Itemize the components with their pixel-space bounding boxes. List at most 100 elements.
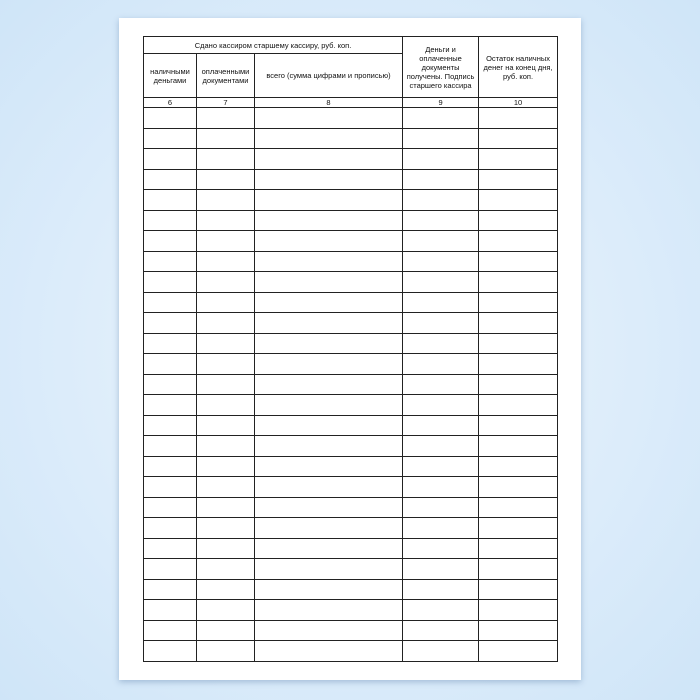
table-cell [143,558,197,580]
table-row [143,127,559,149]
table-cell [402,353,480,375]
table-cell [143,578,197,600]
table-cell [143,517,197,539]
table-cell [478,578,559,600]
table-cell [196,640,255,662]
table-cell [478,168,559,190]
table-row [143,168,559,190]
table-cell [143,230,197,252]
header-cash: наличными деньгами [143,53,197,98]
table-cell [478,414,559,436]
table-cell [143,271,197,293]
table-cell [196,558,255,580]
table-cell [196,394,255,416]
table-cell [143,537,197,559]
table-cell [196,517,255,539]
table-row [143,353,559,375]
table-cell [196,537,255,559]
table-cell [402,230,480,252]
header-balance: Остаток наличных денег на конец дня, руб… [478,36,559,98]
table-cell [143,435,197,457]
table-row [143,291,559,313]
table-cell [402,394,480,416]
table-cell [253,414,404,436]
table-row [143,414,559,436]
table-cell [478,107,559,129]
table-cell [196,271,255,293]
table-row [143,394,559,416]
table-row [143,271,559,293]
table-cell [143,373,197,395]
table-row [143,476,559,498]
table-cell [402,599,480,621]
table-cell [253,476,404,498]
table-cell [478,148,559,170]
table-cell [478,599,559,621]
table-cell [402,332,480,354]
col-number: 9 [402,97,480,108]
table-cell [402,291,480,313]
cash-book-table: Сдано кассиром старшему кассиру, руб. ко… [142,36,559,662]
table-cell [196,230,255,252]
table-cell [478,619,559,641]
table-cell [196,107,255,129]
table-cell [143,107,197,129]
table-row [143,107,559,129]
table-cell [253,168,404,190]
document-page: Сдано кассиром старшему кассиру, руб. ко… [119,18,581,680]
col-number: 7 [196,97,255,108]
table-cell [402,189,480,211]
table-cell [478,332,559,354]
group-header: Сдано кассиром старшему кассиру, руб. ко… [142,36,404,54]
header-docs: оплаченными документами [196,53,255,98]
col-number: 10 [478,97,559,108]
table-cell [196,599,255,621]
table-cell [478,312,559,334]
table-row [143,189,559,211]
table-cell [478,127,559,149]
table-cell [478,455,559,477]
table-cell [402,537,480,559]
table-cell [402,107,480,129]
table-cell [143,619,197,641]
table-cell [402,168,480,190]
table-cell [478,353,559,375]
table-cell [402,517,480,539]
table-cell [253,558,404,580]
table-cell [253,353,404,375]
table-cell [143,250,197,272]
table-cell [253,394,404,416]
table-cell [478,476,559,498]
table-cell [143,455,197,477]
table-cell [196,250,255,272]
table-cell [402,435,480,457]
table-cell [253,107,404,129]
table-cell [253,435,404,457]
table-cell [143,496,197,518]
table-cell [196,435,255,457]
table-cell [253,537,404,559]
table-cell [196,148,255,170]
table-row [143,640,559,662]
table-cell [253,312,404,334]
table-cell [253,517,404,539]
table-cell [402,127,480,149]
table-cell [402,271,480,293]
table-cell [478,209,559,231]
header-money-received: Деньги и оплаченные документы получены. … [402,36,480,98]
table-row [143,312,559,334]
table-cell [196,168,255,190]
table-cell [402,578,480,600]
table-cell [478,558,559,580]
table-cell [478,537,559,559]
table-cell [143,394,197,416]
table-cell [196,332,255,354]
table-cell [143,414,197,436]
table-row [143,619,559,641]
table-cell [253,373,404,395]
table-row [143,517,559,539]
table-cell [143,640,197,662]
table-cell [253,148,404,170]
table-row [143,537,559,559]
table-cell [402,414,480,436]
